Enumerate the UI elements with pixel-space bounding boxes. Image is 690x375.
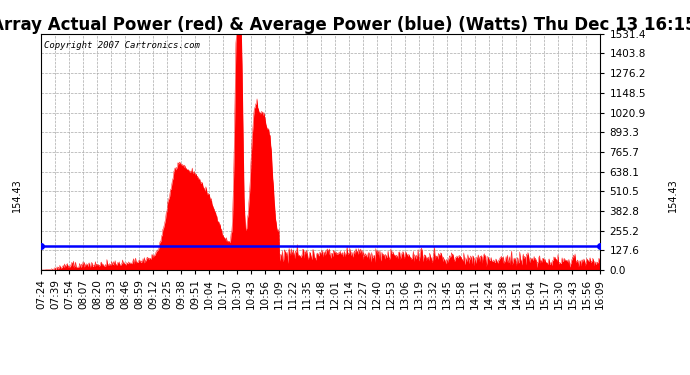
Title: East Array Actual Power (red) & Average Power (blue) (Watts) Thu Dec 13 16:15: East Array Actual Power (red) & Average … xyxy=(0,16,690,34)
Text: Copyright 2007 Cartronics.com: Copyright 2007 Cartronics.com xyxy=(44,41,200,50)
Text: 154.43: 154.43 xyxy=(668,178,678,212)
Text: 154.43: 154.43 xyxy=(12,178,22,212)
